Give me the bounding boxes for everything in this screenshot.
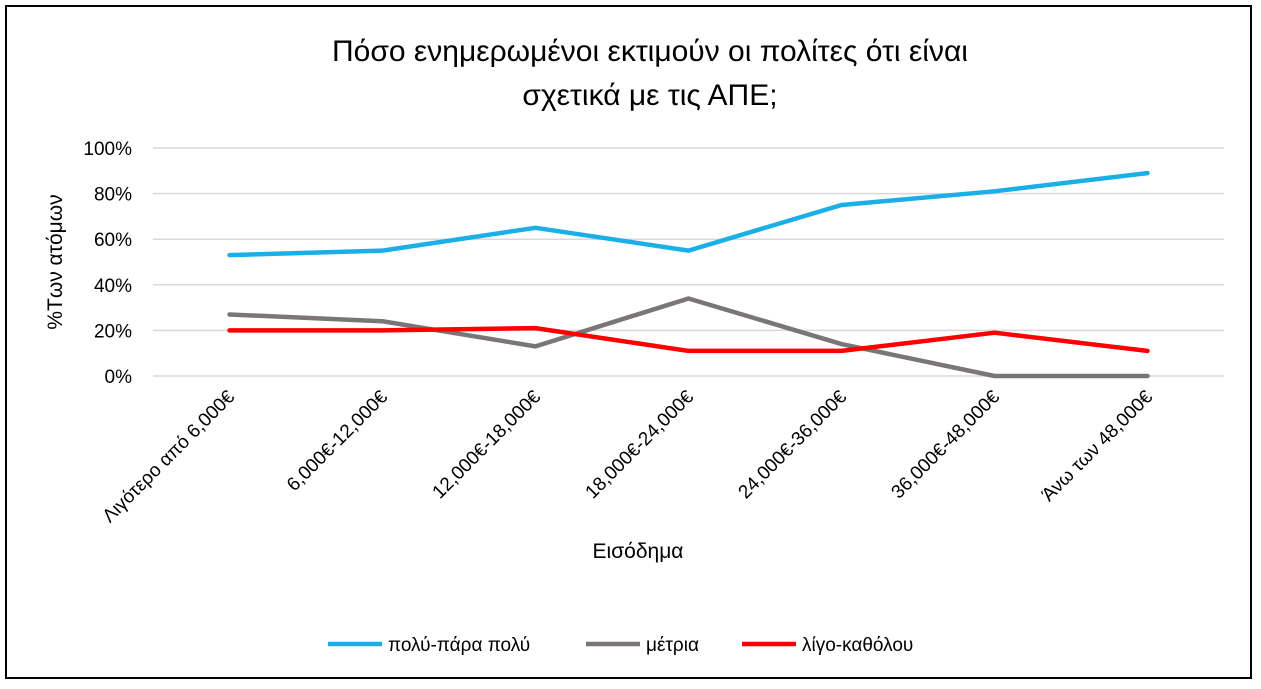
- y-tick-label: 40%: [94, 276, 132, 297]
- x-tick-label: 6,000€-12,000€: [283, 386, 392, 495]
- x-tick-label: 12,000€-18,000€: [429, 386, 546, 503]
- y-axis-ticks: 0% 20% 40% 60% 80% 100%: [83, 139, 132, 388]
- y-tick-label: 100%: [83, 139, 132, 160]
- chart-title-line-1: Πόσο ενημερωμένοι εκτιμούν οι πολίτες ότ…: [332, 35, 968, 68]
- legend: πολύ-πάρα πολύ μέτρια λίγο-καθόλου: [328, 635, 913, 656]
- series-line: [227, 296, 1150, 379]
- y-axis-label: %Των ατόμων: [44, 194, 67, 329]
- y-tick-label: 20%: [94, 321, 132, 342]
- series-line: [227, 325, 1150, 354]
- x-tick-label: Λιγότερο από 6,000€: [99, 386, 240, 527]
- x-tick-label: 36,000€-48,000€: [888, 386, 1005, 503]
- y-tick-label: 0%: [105, 367, 133, 388]
- y-tick-label: 60%: [94, 230, 132, 251]
- x-tick-label: Άνω των 48,000€: [1038, 386, 1157, 505]
- legend-label: πολύ-πάρα πολύ: [388, 635, 530, 656]
- series-line: [227, 170, 1150, 258]
- legend-label: μέτρια: [646, 635, 699, 656]
- x-tick-label: 24,000€-36,000€: [735, 386, 852, 503]
- x-tick-label: 18,000€-24,000€: [582, 386, 699, 503]
- chart-title-line-2: σχετικά με τις ΑΠΕ;: [522, 79, 778, 112]
- chart-title: Πόσο ενημερωμένοι εκτιμούν οι πολίτες ότ…: [0, 30, 1261, 118]
- series-lines: [227, 170, 1150, 379]
- y-tick-label: 80%: [94, 185, 132, 206]
- x-axis-ticks: Λιγότερο από 6,000€ 6,000€-12,000€ 12,000€…: [99, 386, 1158, 527]
- x-axis-label: Εισόδημα: [593, 540, 684, 563]
- legend-label: λίγο-καθόλου: [802, 635, 913, 656]
